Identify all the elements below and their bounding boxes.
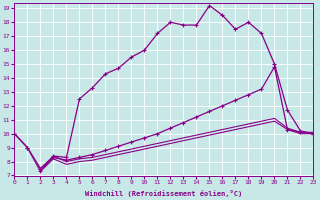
X-axis label: Windchill (Refroidissement éolien,°C): Windchill (Refroidissement éolien,°C) <box>85 190 243 197</box>
